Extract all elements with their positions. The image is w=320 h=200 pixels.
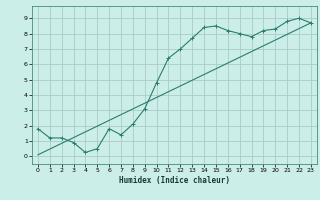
X-axis label: Humidex (Indice chaleur): Humidex (Indice chaleur) [119, 176, 230, 185]
